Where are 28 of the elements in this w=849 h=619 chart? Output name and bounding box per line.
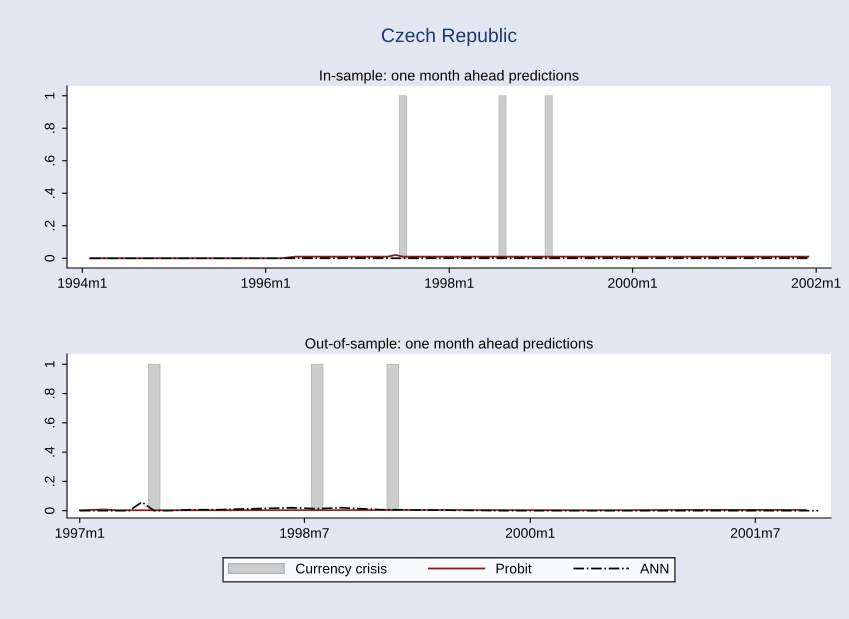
y-tick-label: .8 xyxy=(44,123,55,133)
x-tick-label: 2001m7 xyxy=(730,528,780,538)
line-series xyxy=(78,501,820,512)
chart-title: Out-of-sample: one month ahead predictions xyxy=(305,338,593,352)
chart-subtitle: In-sample: one month ahead predictions xyxy=(320,70,579,84)
x-tick-label: 2000m1 xyxy=(608,278,658,288)
y-tick-label: .4 xyxy=(44,446,54,457)
y-tick-label: .6 xyxy=(44,418,55,428)
y-tick-label: .6 xyxy=(44,156,55,166)
y-tick-label: .2 xyxy=(44,476,54,486)
legend-label: ANN xyxy=(640,564,668,574)
y-tick-label: .8 xyxy=(44,388,55,398)
legend-label: Probit xyxy=(496,563,532,574)
x-tick-label: 2002m1 xyxy=(792,278,841,288)
y-tick-label: 0 xyxy=(44,254,55,262)
x-tick-label: 1998m7 xyxy=(280,528,329,538)
y-tick-label: 0 xyxy=(44,507,55,514)
x-tick-label: 1998m1 xyxy=(425,278,474,288)
chart-title: Czech Republic xyxy=(382,28,517,46)
y-tick-label: 1 xyxy=(44,361,54,368)
x-tick-label: 1997m1 xyxy=(56,528,104,538)
x-tick-label: 1996m1 xyxy=(242,278,290,288)
legend-label: Currency crisis xyxy=(296,563,387,576)
y-tick-label: .2 xyxy=(44,220,54,230)
y-tick-label: .4 xyxy=(44,188,54,198)
x-tick-label: 2000m1 xyxy=(506,528,555,538)
y-tick-label: 1 xyxy=(44,92,54,99)
x-tick-label: 1994m1 xyxy=(58,278,107,288)
